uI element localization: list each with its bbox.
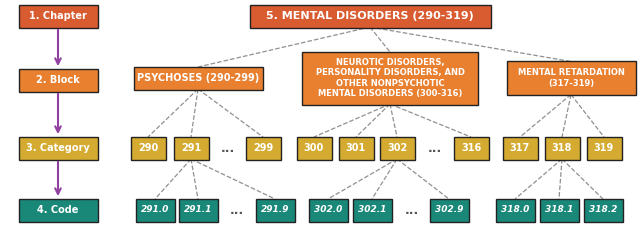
Text: 319: 319: [594, 143, 614, 153]
Text: 302: 302: [387, 143, 407, 153]
Text: 4. Code: 4. Code: [37, 205, 79, 215]
Text: 290: 290: [138, 143, 158, 153]
Text: 2. Block: 2. Block: [36, 75, 80, 85]
Text: ...: ...: [405, 203, 419, 216]
FancyBboxPatch shape: [540, 199, 579, 222]
Text: 317: 317: [510, 143, 530, 153]
FancyBboxPatch shape: [339, 137, 374, 160]
FancyBboxPatch shape: [173, 137, 209, 160]
Text: 318: 318: [552, 143, 572, 153]
FancyBboxPatch shape: [255, 199, 294, 222]
FancyBboxPatch shape: [454, 137, 488, 160]
Text: 318.1: 318.1: [545, 206, 573, 215]
FancyBboxPatch shape: [246, 137, 280, 160]
FancyBboxPatch shape: [584, 199, 623, 222]
FancyBboxPatch shape: [586, 137, 621, 160]
Text: 302.0: 302.0: [314, 206, 342, 215]
Text: 301: 301: [346, 143, 366, 153]
FancyBboxPatch shape: [19, 137, 97, 160]
Text: 3. Category: 3. Category: [26, 143, 90, 153]
FancyBboxPatch shape: [19, 69, 97, 92]
FancyBboxPatch shape: [179, 199, 218, 222]
FancyBboxPatch shape: [131, 137, 166, 160]
Text: 318.0: 318.0: [501, 206, 529, 215]
Text: 291.1: 291.1: [184, 206, 212, 215]
FancyBboxPatch shape: [136, 199, 175, 222]
FancyBboxPatch shape: [250, 4, 490, 27]
Text: ...: ...: [428, 141, 442, 154]
FancyBboxPatch shape: [134, 66, 262, 89]
Text: 318.2: 318.2: [589, 206, 617, 215]
Text: 316: 316: [461, 143, 481, 153]
Text: 302.1: 302.1: [358, 206, 386, 215]
FancyBboxPatch shape: [502, 137, 538, 160]
Text: MENTAL RETARDATION
(317-319): MENTAL RETARDATION (317-319): [518, 68, 625, 88]
FancyBboxPatch shape: [19, 4, 97, 27]
Text: ...: ...: [230, 203, 244, 216]
Text: 291: 291: [181, 143, 201, 153]
FancyBboxPatch shape: [506, 61, 636, 95]
FancyBboxPatch shape: [296, 137, 332, 160]
Text: 1. Chapter: 1. Chapter: [29, 11, 87, 21]
FancyBboxPatch shape: [302, 51, 478, 104]
Text: NEUROTIC DISORDERS,
PERSONALITY DISORDERS, AND
OTHER NONPSYCHOTIC
MENTAL DISORDE: NEUROTIC DISORDERS, PERSONALITY DISORDER…: [316, 58, 465, 98]
FancyBboxPatch shape: [308, 199, 348, 222]
FancyBboxPatch shape: [495, 199, 534, 222]
FancyBboxPatch shape: [545, 137, 579, 160]
Text: 5. MENTAL DISORDERS (290-319): 5. MENTAL DISORDERS (290-319): [266, 11, 474, 21]
Text: ...: ...: [221, 141, 235, 154]
FancyBboxPatch shape: [429, 199, 468, 222]
Text: 291.0: 291.0: [141, 206, 169, 215]
Text: 302.9: 302.9: [435, 206, 463, 215]
FancyBboxPatch shape: [19, 199, 97, 222]
FancyBboxPatch shape: [353, 199, 392, 222]
FancyBboxPatch shape: [380, 137, 415, 160]
Text: 299: 299: [253, 143, 273, 153]
Text: 300: 300: [304, 143, 324, 153]
Text: 291.9: 291.9: [261, 206, 289, 215]
Text: PSYCHOSES (290-299): PSYCHOSES (290-299): [137, 73, 259, 83]
